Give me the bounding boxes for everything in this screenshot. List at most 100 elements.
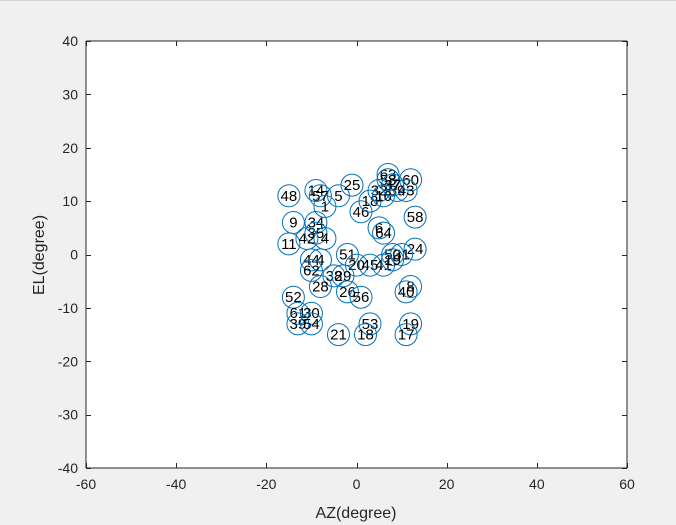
point-label: 9 xyxy=(289,214,297,231)
point-label: 6 xyxy=(375,220,383,237)
point-label: 44 xyxy=(303,252,320,269)
data-point: 39 xyxy=(385,178,409,202)
data-point: 45 xyxy=(358,253,382,277)
point-label: 21 xyxy=(330,327,347,344)
point-label: 14 xyxy=(308,182,325,199)
point-marker xyxy=(335,280,359,304)
data-point: 19 xyxy=(381,248,405,272)
point-marker xyxy=(299,259,323,283)
point-label: 35 xyxy=(308,225,325,242)
data-point: 8 xyxy=(399,275,423,299)
point-marker xyxy=(385,178,409,202)
data-point: 58 xyxy=(403,205,427,229)
point-label: 58 xyxy=(407,209,424,226)
data-point: 39 xyxy=(286,312,310,336)
point-label: 34 xyxy=(308,214,325,231)
point-label: 4 xyxy=(321,230,329,247)
point-marker xyxy=(381,173,405,197)
point-marker xyxy=(331,264,355,288)
point-label: 16 xyxy=(375,188,392,205)
data-point: 54 xyxy=(299,312,323,336)
point-label: 42 xyxy=(299,230,316,247)
point-marker xyxy=(281,285,305,309)
point-marker xyxy=(308,184,332,208)
y-tick-label: -40 xyxy=(58,460,78,476)
point-label: 32 xyxy=(371,182,388,199)
data-point: 11 xyxy=(277,232,301,256)
point-marker xyxy=(308,275,332,299)
point-marker xyxy=(313,194,337,218)
data-point: 48 xyxy=(277,184,301,208)
point-marker xyxy=(403,237,427,261)
y-tick-label: 30 xyxy=(62,86,78,102)
data-point: 28 xyxy=(308,275,332,299)
x-tick-label: -40 xyxy=(166,476,186,492)
point-marker xyxy=(381,248,405,272)
point-marker xyxy=(399,275,423,299)
data-point: 18 xyxy=(354,323,378,347)
point-marker xyxy=(367,178,391,202)
point-marker xyxy=(277,184,301,208)
y-tick-label: 10 xyxy=(62,193,78,209)
point-label: 26 xyxy=(339,284,356,301)
y-ticks: -40 -30 -20 -10 0 10 20 30 40 xyxy=(58,33,627,476)
point-label: 5 xyxy=(334,188,342,205)
point-marker xyxy=(403,205,427,229)
data-point: 62 xyxy=(299,259,323,283)
point-label: 28 xyxy=(312,279,329,296)
point-marker xyxy=(340,173,364,197)
point-label: 19 xyxy=(384,252,401,269)
x-axis-label: AZ(degree) xyxy=(316,505,397,522)
point-marker xyxy=(394,280,418,304)
point-label: 54 xyxy=(303,316,320,333)
point-marker xyxy=(326,323,350,347)
point-label: 46 xyxy=(353,204,370,221)
point-marker xyxy=(299,248,323,272)
x-tick-label: 0 xyxy=(353,476,361,492)
point-label: 50 xyxy=(384,247,401,264)
point-label: 64 xyxy=(375,225,392,242)
x-tick-label: 40 xyxy=(529,476,545,492)
point-label: 24 xyxy=(407,241,424,258)
data-point: 56 xyxy=(349,285,373,309)
point-label: 1 xyxy=(321,198,329,215)
data-point: 42 xyxy=(295,226,319,250)
point-label: 39 xyxy=(290,316,307,333)
point-label: 40 xyxy=(398,284,415,301)
point-label: 43 xyxy=(398,182,415,199)
point-label: 8 xyxy=(406,279,414,296)
data-point: 32 xyxy=(367,178,391,202)
data-point: 34 xyxy=(304,210,328,234)
data-point: 1 xyxy=(313,194,337,218)
point-marker xyxy=(349,285,373,309)
point-label: 45 xyxy=(362,257,379,274)
point-marker xyxy=(277,232,301,256)
y-tick-label: 40 xyxy=(62,33,78,49)
point-label: 17 xyxy=(398,327,415,344)
point-marker xyxy=(286,312,310,336)
point-marker xyxy=(354,323,378,347)
point-label: 51 xyxy=(339,247,356,264)
point-label: 11 xyxy=(281,236,297,253)
window-top-border xyxy=(0,0,676,1)
x-ticks: -60 -40 -20 0 20 40 60 xyxy=(76,41,635,492)
point-label: 25 xyxy=(344,177,361,194)
y-tick-label: -10 xyxy=(58,300,78,316)
data-point: 14 xyxy=(304,178,328,202)
data-point: 26 xyxy=(335,280,359,304)
point-label: 37 xyxy=(384,177,401,194)
point-marker xyxy=(367,216,391,240)
y-tick-label: 20 xyxy=(62,140,78,156)
point-marker xyxy=(304,210,328,234)
data-point: 44 xyxy=(299,248,323,272)
data-point: 25 xyxy=(340,173,364,197)
point-marker xyxy=(372,221,396,245)
y-tick-label: 0 xyxy=(70,247,78,263)
x-tick-label: -60 xyxy=(76,476,96,492)
point-label: 48 xyxy=(281,188,298,205)
data-point: 17 xyxy=(394,323,418,347)
x-tick-label: 60 xyxy=(619,476,635,492)
